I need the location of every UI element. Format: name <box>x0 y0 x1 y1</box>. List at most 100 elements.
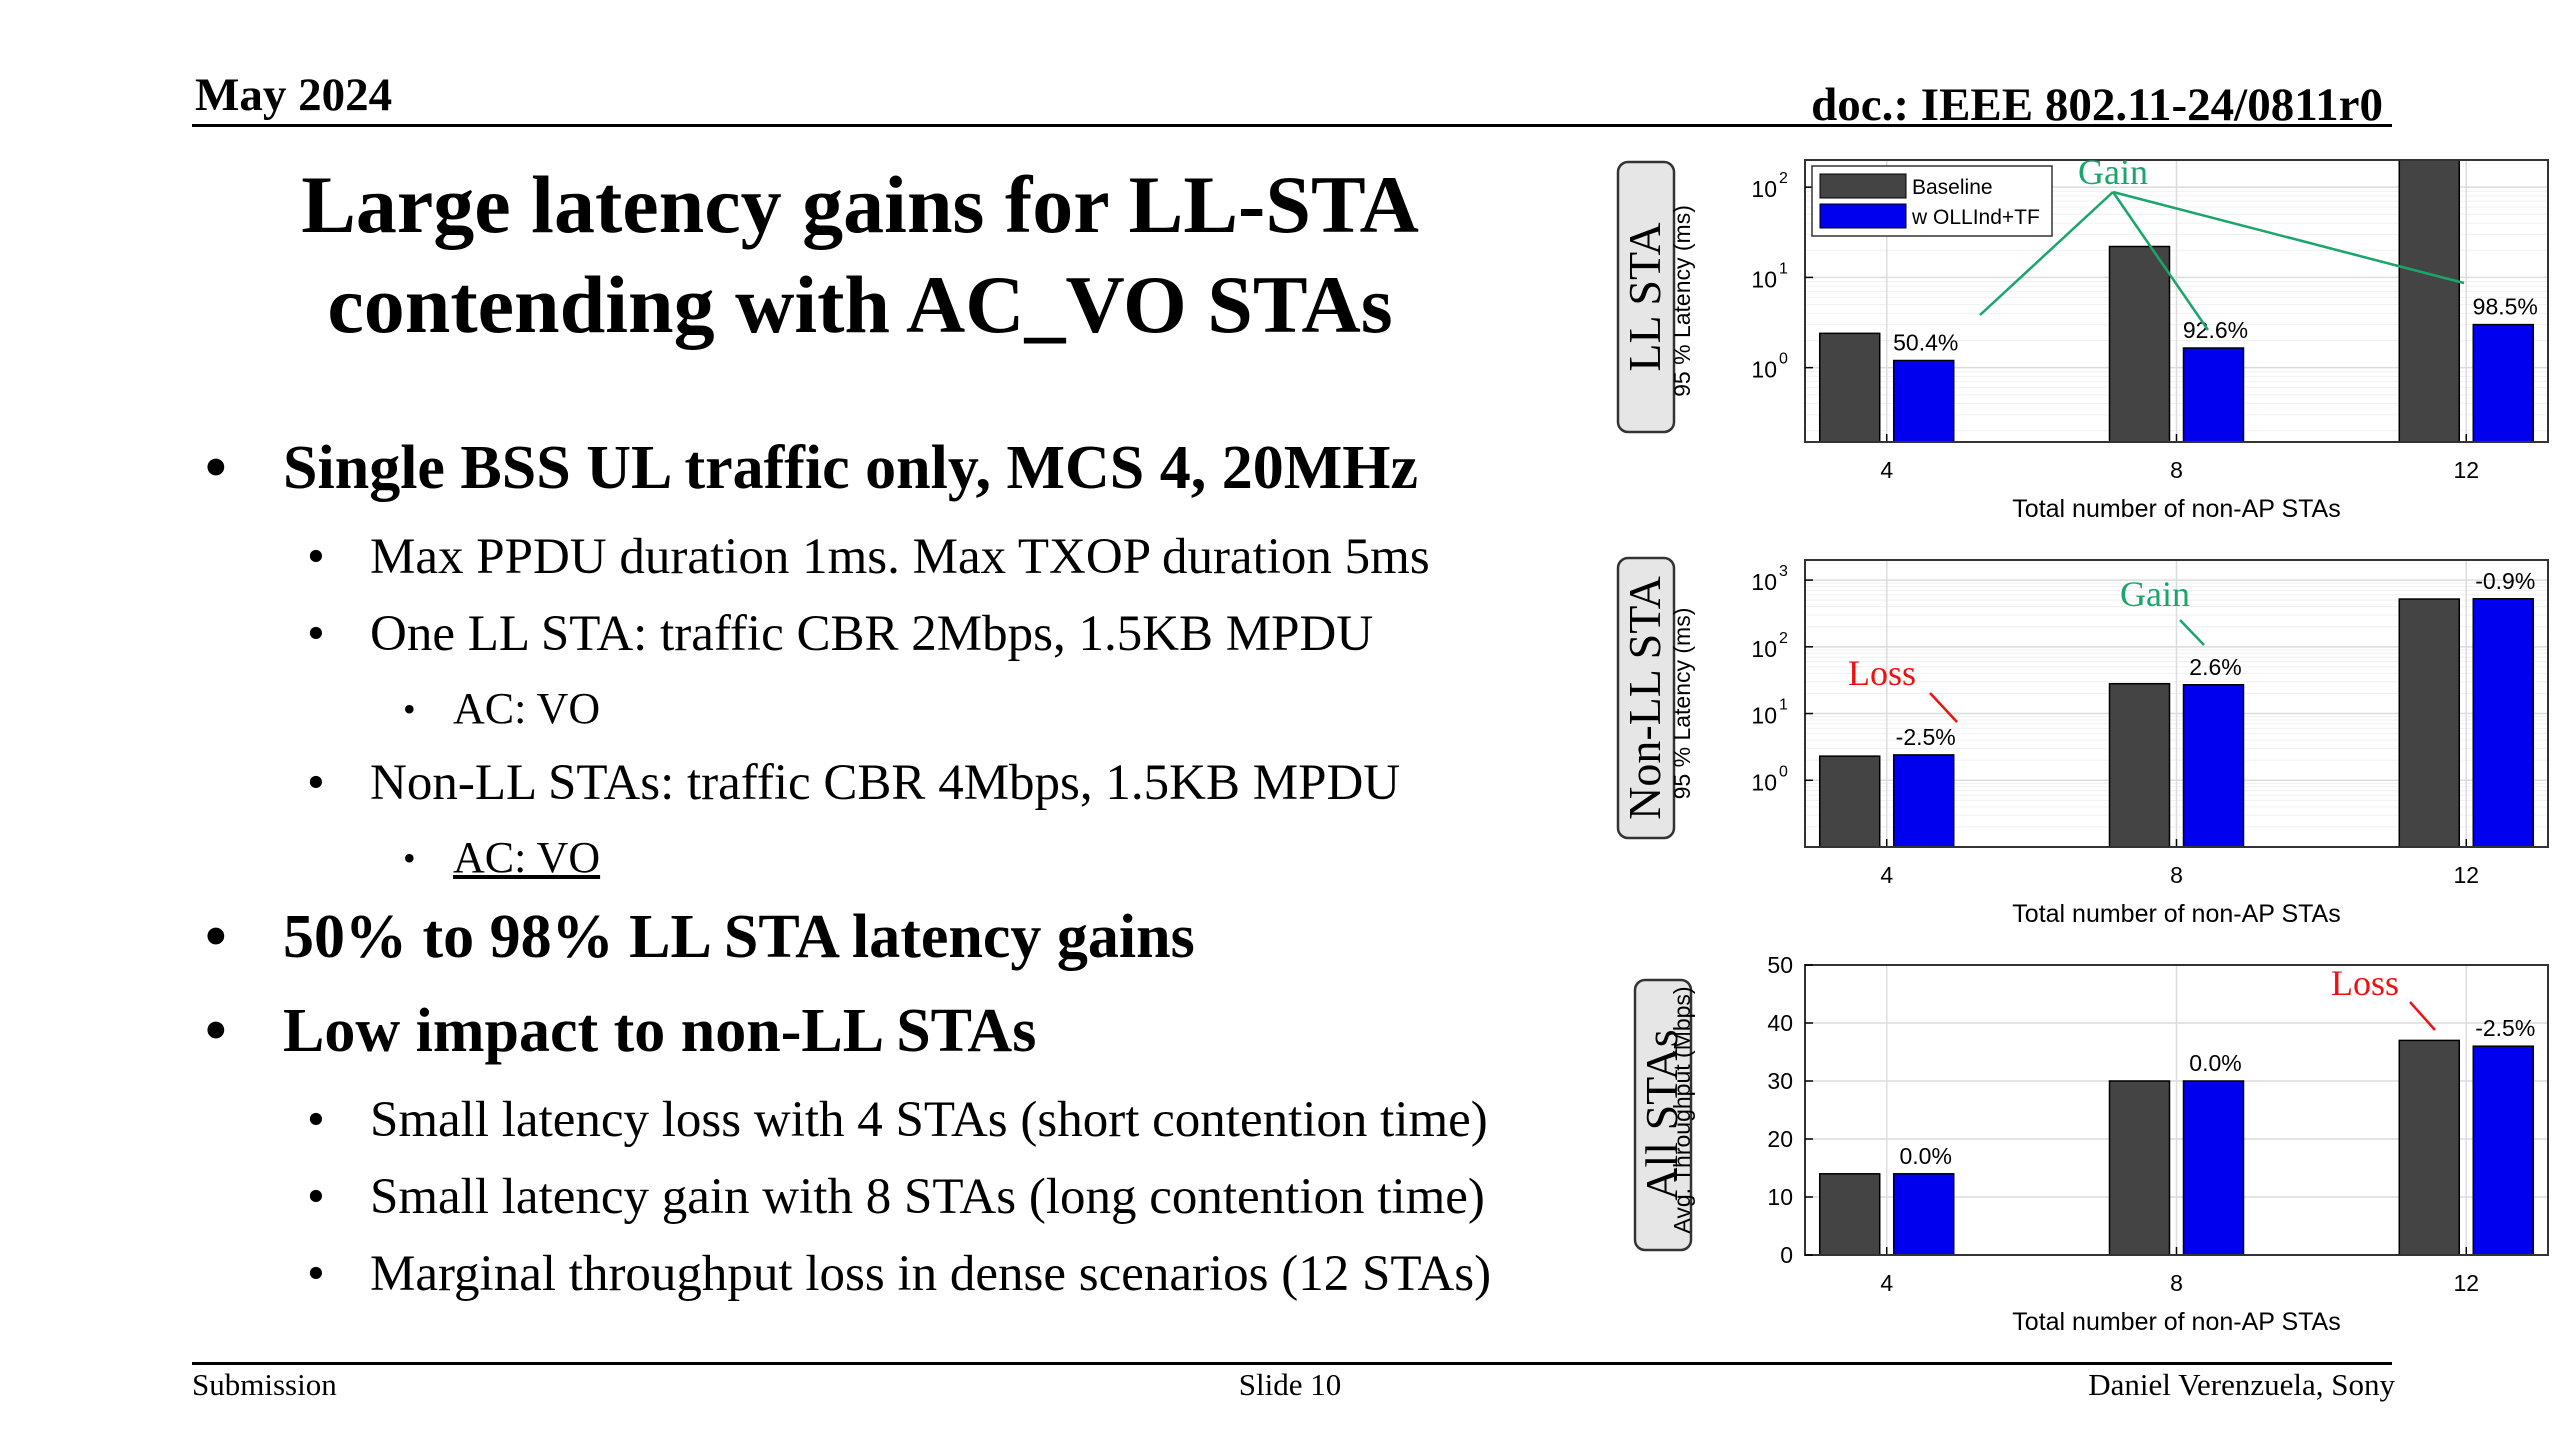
legend-entry: w OLLInd+TF <box>1911 206 2040 229</box>
bullet-text: Marginal throughput loss in dense scenar… <box>370 1246 1492 1302</box>
slide-title-line2: contending with AC_VO STAs <box>327 259 1393 350</box>
y-tick-exponent: 1 <box>1779 697 1788 714</box>
legend-swatch <box>1819 203 1907 229</box>
chart-panel: All STAs 0.0% 4 0.0% 8 -2.5% 12 0 10 20 30 40 50 Avg.… <box>1633 952 2549 1336</box>
y-tick-exponent: 3 <box>1779 563 1788 580</box>
panel-label: All STAs <box>1636 1029 1687 1200</box>
footer-author: Daniel Verenzuela, Sony <box>2088 1367 2395 1402</box>
bullet-dot: • <box>307 1092 325 1148</box>
footer-rule <box>192 1362 2392 1365</box>
axes-box <box>1804 159 2549 443</box>
bar-ollind <box>1892 359 1955 443</box>
bar-baseline <box>2108 1080 2171 1256</box>
bar-ollind <box>2472 598 2535 848</box>
bullet-text: One LL STA: traffic CBR 2Mbps, 1.5KB MPD… <box>370 606 1374 662</box>
loss-arrow-line <box>2409 1001 2436 1031</box>
header-doc-number: doc.: IEEE 802.11-24/0811r0 <box>1811 79 2383 131</box>
y-tick-exponent: 0 <box>1779 763 1788 780</box>
bar-ollind <box>2182 684 2245 848</box>
bar-ollind <box>2182 1080 2245 1256</box>
loss-arrow-line <box>1929 692 1958 723</box>
gain-arrow-line <box>1979 191 2114 316</box>
bar-ollind <box>2472 323 2535 443</box>
bullet-dot: • <box>205 903 227 971</box>
bar-baseline <box>2108 682 2171 848</box>
y-tick-label: 10 <box>1751 703 1777 729</box>
bullet-item: • Small latency gain with 8 STAs (long co… <box>205 1164 1615 1241</box>
bullet-text: Small latency gain with 8 STAs (long con… <box>370 1169 1485 1225</box>
y-tick-label: 10 <box>1751 569 1777 595</box>
x-tick-label: 8 <box>2170 862 2183 888</box>
bar-ollind <box>1892 1173 1955 1256</box>
bullet-item: • Non-LL STAs: traffic CBR 4Mbps, 1.5KB M… <box>205 750 1615 827</box>
bullet-dot: • <box>205 434 227 502</box>
bullet-item: • AC: VO <box>205 827 1615 899</box>
bar-baseline <box>1818 332 1881 443</box>
bar-ollind <box>2182 347 2245 443</box>
bar-baseline <box>2398 159 2461 443</box>
bullet-text: Low impact to non-LL STAs <box>283 997 1037 1065</box>
y-tick-label: 10 <box>1751 176 1777 202</box>
x-axis-label: Total number of non-AP STAs <box>2012 1308 2340 1336</box>
bullet-dot: • <box>205 997 227 1065</box>
gain-annotation: Gain <box>2120 574 2190 614</box>
x-tick-label: 4 <box>1880 862 1893 888</box>
bullet-dot: • <box>307 1246 325 1302</box>
bullet-item: • One LL STA: traffic CBR 2Mbps, 1.5KB MP… <box>205 601 1615 678</box>
y-tick-label: 10 <box>1751 769 1777 795</box>
bullet-dot: • <box>307 1169 325 1225</box>
bar-data-label: 0.0% <box>1900 1143 1952 1169</box>
gain-arrow-line <box>2112 190 2465 285</box>
footer-slide-number: Slide 10 <box>1238 1367 1342 1402</box>
x-tick-label: 8 <box>2170 457 2183 483</box>
x-tick-label: 12 <box>2453 1270 2479 1296</box>
bar-baseline <box>2108 245 2171 443</box>
bar-ollind <box>2472 1045 2535 1256</box>
bullet-dot: • <box>307 529 325 585</box>
y-tick-label: 10 <box>1767 1184 1793 1210</box>
legend-swatch <box>1819 173 1907 199</box>
bar-data-label: -2.5% <box>1896 724 1956 750</box>
x-tick-label: 12 <box>2453 457 2479 483</box>
footer-submission: Submission <box>192 1367 337 1402</box>
bullet-item: • Single BSS UL traffic only, MCS 4, 20MH… <box>205 430 1615 524</box>
bar-data-label: 92.6% <box>2183 317 2248 343</box>
legend-entry: Baseline <box>1912 176 1993 199</box>
bar-data-label: 98.5% <box>2473 294 2538 320</box>
bullet-item: • 50% to 98% LL STA latency gains <box>205 899 1615 993</box>
axes-box <box>1804 559 2549 848</box>
y-tick-exponent: 0 <box>1779 351 1788 368</box>
panel-label-box <box>1616 160 1676 434</box>
slide-title: Large latency gains for LL-STA contendin… <box>150 155 1570 355</box>
bar-data-label: 2.6% <box>2189 654 2241 680</box>
slide-title-line1: Large latency gains for LL-STA <box>301 159 1419 250</box>
y-tick-label: 40 <box>1767 1010 1793 1036</box>
bar-baseline <box>1818 1173 1881 1256</box>
panel-label-box <box>1616 556 1676 840</box>
gain-arrow-line <box>2179 619 2205 646</box>
x-tick-label: 8 <box>2170 1270 2183 1296</box>
loss-annotation: Loss <box>1848 653 1916 693</box>
x-tick-label: 12 <box>2453 862 2479 888</box>
bullet-text: AC: VO <box>453 833 601 882</box>
y-tick-exponent: 1 <box>1779 260 1788 277</box>
bar-data-label: 50.4% <box>1893 330 1958 356</box>
bar-data-label: -0.9% <box>2475 568 2535 594</box>
panel-label: LL STA <box>1619 222 1670 371</box>
y-tick-label: 10 <box>1751 357 1777 383</box>
bullet-text: Max PPDU duration 1ms. Max TXOP duration… <box>370 529 1430 585</box>
x-axis-label: Total number of non-AP STAs <box>2012 900 2340 928</box>
panel-label-box <box>1633 978 1693 1252</box>
y-axis-label: 95 % Latency (ms) <box>1669 608 1695 800</box>
bar-ollind <box>1892 754 1955 848</box>
y-tick-exponent: 2 <box>1779 630 1788 647</box>
panel-label: Non-LL STA <box>1619 576 1670 820</box>
x-axis-label: Total number of non-AP STAs <box>2012 495 2340 523</box>
axes-box <box>1804 964 2549 1256</box>
bullet-item: • Low impact to non-LL STAs <box>205 993 1615 1087</box>
gain-annotation: Gain <box>2078 152 2148 192</box>
x-tick-label: 4 <box>1880 1270 1893 1296</box>
